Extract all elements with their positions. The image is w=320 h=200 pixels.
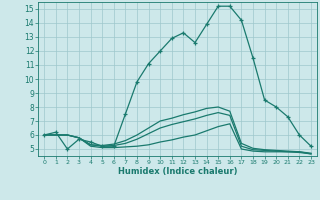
X-axis label: Humidex (Indice chaleur): Humidex (Indice chaleur) — [118, 167, 237, 176]
